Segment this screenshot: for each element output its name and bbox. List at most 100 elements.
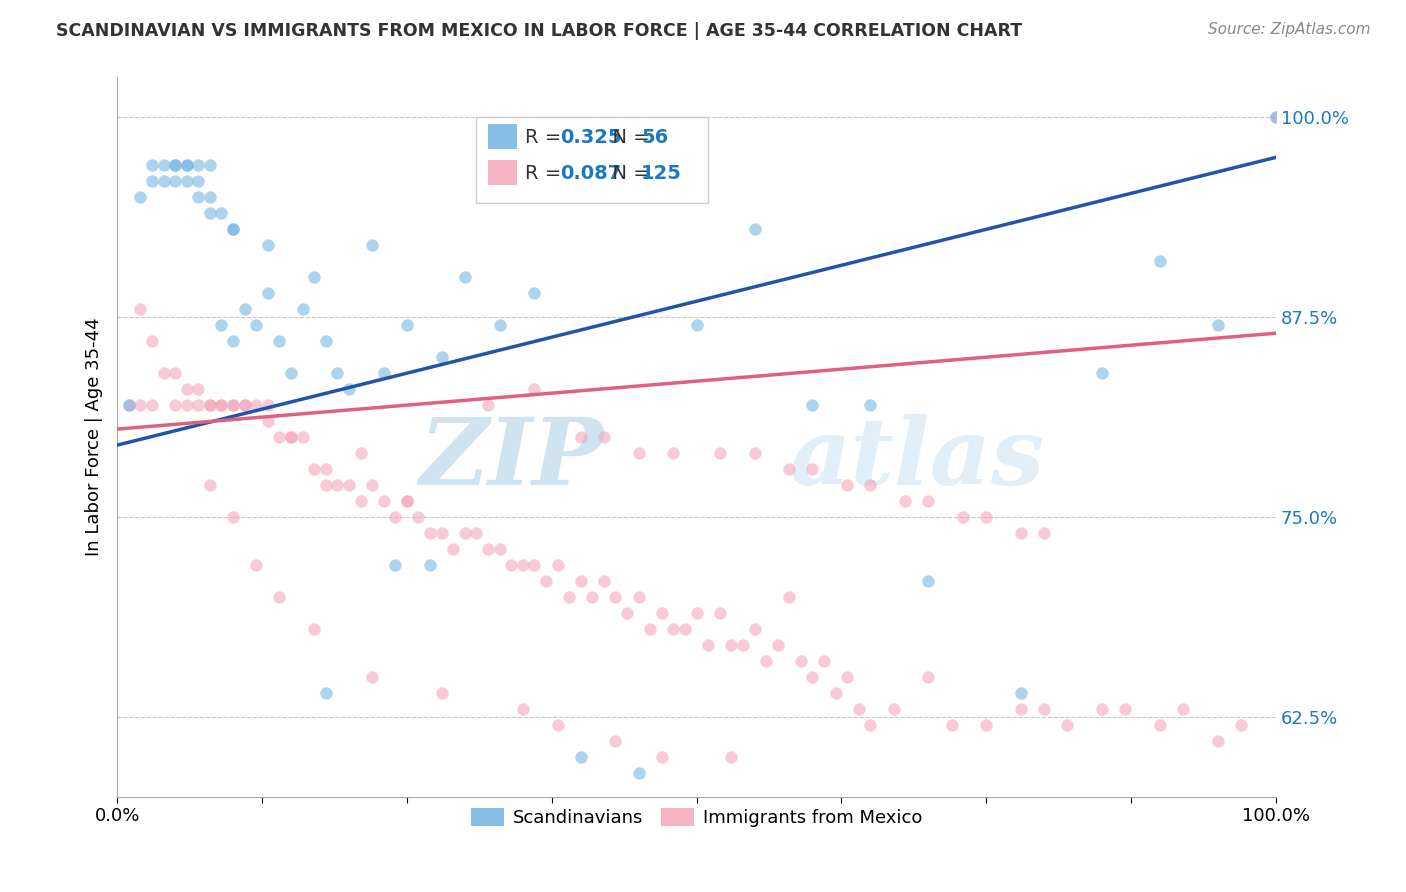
Point [269,590,291,604]
Point [326,366,349,380]
Point [859,478,882,492]
Point [165,174,187,188]
Point [152,174,174,188]
Point [685,606,707,620]
Point [395,318,418,333]
Point [501,558,523,572]
Point [592,574,614,588]
Text: N =: N = [600,163,657,183]
Point [1114,702,1136,716]
Point [152,366,174,380]
Point [917,670,939,684]
Point [778,462,800,476]
Point [245,318,267,333]
Point [744,446,766,460]
Point [720,749,742,764]
Point [291,430,314,444]
Point [269,334,291,349]
Point [1173,702,1195,716]
Point [1230,718,1253,732]
Point [813,654,835,668]
Point [395,494,418,508]
Point [187,398,209,412]
Point [1265,111,1288,125]
Point [187,382,209,396]
Point [198,398,221,412]
Point [673,622,696,636]
Point [337,478,360,492]
Legend: Scandinavians, Immigrants from Mexico: Scandinavians, Immigrants from Mexico [464,801,929,835]
Point [1149,718,1171,732]
Point [165,158,187,172]
Point [1056,718,1078,732]
Point [315,334,337,349]
Point [315,462,337,476]
Text: 0.325: 0.325 [560,128,621,146]
Point [974,718,997,732]
Point [291,302,314,317]
Point [778,590,800,604]
Point [859,398,882,412]
Point [523,558,546,572]
Point [627,765,650,780]
Point [883,702,905,716]
Point [731,638,754,652]
Point [454,526,477,541]
Point [837,478,859,492]
Text: ZIP: ZIP [419,414,603,504]
Point [165,398,187,412]
Point [233,398,256,412]
Point [766,638,789,652]
Point [547,558,569,572]
Point [222,222,245,236]
Point [941,718,963,732]
Point [118,398,141,412]
Point [592,430,614,444]
Point [326,478,349,492]
Point [1010,526,1032,541]
Point [605,590,627,604]
Point [720,638,742,652]
Point [256,414,278,428]
Point [859,718,882,732]
Point [129,190,152,204]
Point [616,606,638,620]
Point [744,222,766,236]
Point [569,574,592,588]
Point [662,446,685,460]
Point [1265,111,1288,125]
Point [349,446,371,460]
Point [176,174,198,188]
Point [801,670,824,684]
Point [430,526,453,541]
Point [848,702,870,716]
Point [430,686,453,700]
Point [685,318,707,333]
Point [801,398,824,412]
Point [361,238,384,252]
Point [1149,254,1171,268]
Point [280,430,302,444]
Point [662,622,685,636]
Text: Source: ZipAtlas.com: Source: ZipAtlas.com [1208,22,1371,37]
Point [824,686,846,700]
Point [280,430,302,444]
Point [315,478,337,492]
Point [129,302,152,317]
Point [187,174,209,188]
Point [337,382,360,396]
Point [605,734,627,748]
Point [709,446,731,460]
Text: SCANDINAVIAN VS IMMIGRANTS FROM MEXICO IN LABOR FORCE | AGE 35-44 CORRELATION CH: SCANDINAVIAN VS IMMIGRANTS FROM MEXICO I… [56,22,1022,40]
Text: 0.087: 0.087 [560,163,621,183]
Point [118,398,141,412]
FancyBboxPatch shape [477,117,709,203]
Point [651,606,673,620]
Point [211,398,233,412]
Point [547,718,569,732]
Point [165,158,187,172]
Text: R =: R = [524,163,568,183]
Point [952,510,974,524]
Point [187,190,209,204]
Point [361,478,384,492]
